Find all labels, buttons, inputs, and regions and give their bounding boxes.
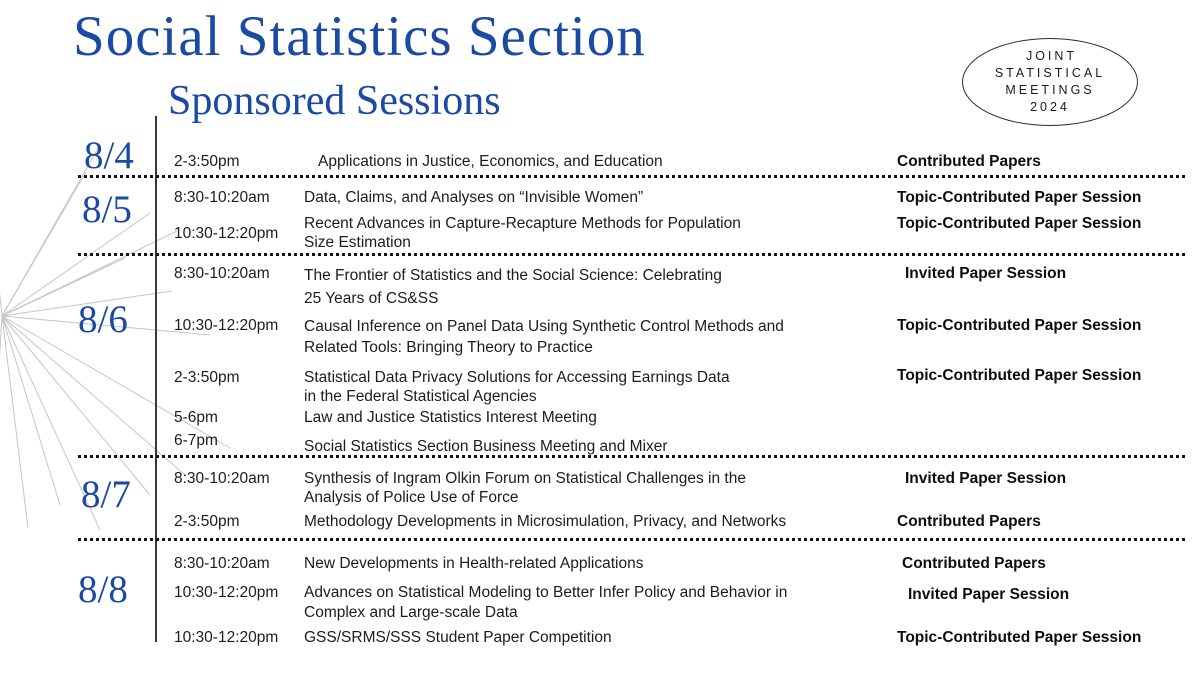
session-title: New Developments in Health-related Appli… bbox=[304, 555, 644, 572]
session-title: Law and Justice Statistics Interest Meet… bbox=[304, 409, 597, 426]
session-title: Applications in Justice, Economics, and … bbox=[318, 153, 663, 170]
session-title: Recent Advances in Capture-Recapture Met… bbox=[304, 215, 741, 251]
vertical-divider bbox=[155, 116, 157, 642]
session-title: Social Statistics Section Business Meeti… bbox=[304, 438, 668, 455]
session-time: 2-3:50pm bbox=[174, 369, 240, 386]
session-type: Contributed Papers bbox=[897, 513, 1041, 530]
session-type: Topic-Contributed Paper Session bbox=[897, 215, 1142, 232]
session-title: Statistical Data Privacy Solutions for A… bbox=[304, 369, 730, 405]
session-title: Advances on Statistical Modeling to Bett… bbox=[304, 584, 788, 621]
session-title: Data, Claims, and Analyses on “Invisible… bbox=[304, 189, 644, 206]
session-time: 2-3:50pm bbox=[174, 513, 240, 530]
jsm-oval-logo: JOINT STATISTICAL MEETINGS 2024 bbox=[962, 38, 1138, 126]
session-time: 8:30-10:20am bbox=[174, 470, 270, 487]
date-label-8-7: 8/7 bbox=[81, 473, 131, 516]
session-time: 8:30-10:20am bbox=[174, 265, 270, 282]
date-label-8-8: 8/8 bbox=[78, 568, 128, 611]
session-time: 2-3:50pm bbox=[174, 153, 240, 170]
session-title: Synthesis of Ingram Olkin Forum on Stati… bbox=[304, 470, 746, 506]
session-type: Invited Paper Session bbox=[908, 586, 1070, 603]
session-title: Methodology Developments in Microsimulat… bbox=[304, 513, 787, 530]
session-type: Topic-Contributed Paper Session bbox=[897, 189, 1142, 206]
separator-dotted bbox=[78, 175, 1188, 178]
date-label-8-4: 8/4 bbox=[84, 134, 134, 177]
session-title: The Frontier of Statistics and the Socia… bbox=[304, 267, 722, 307]
session-type: Invited Paper Session bbox=[905, 470, 1067, 487]
session-time: 8:30-10:20am bbox=[174, 189, 270, 206]
page-subtitle: Sponsored Sessions bbox=[168, 78, 501, 124]
session-time: 6-7pm bbox=[174, 432, 218, 449]
session-time: 5-6pm bbox=[174, 409, 218, 426]
separator-dotted bbox=[78, 538, 1188, 541]
separator-dotted bbox=[78, 455, 1188, 458]
session-time: 10:30-12:20pm bbox=[174, 629, 279, 646]
session-time: 8:30-10:20am bbox=[174, 555, 270, 572]
page-title: Social Statistics Section bbox=[73, 5, 646, 68]
session-title: GSS/SRMS/SSS Student Paper Competition bbox=[304, 629, 612, 646]
session-type: Contributed Papers bbox=[897, 153, 1041, 170]
session-type: Topic-Contributed Paper Session bbox=[897, 367, 1142, 384]
session-type: Contributed Papers bbox=[902, 555, 1046, 572]
session-type: Topic-Contributed Paper Session bbox=[897, 317, 1142, 334]
separator-dotted bbox=[78, 253, 1188, 256]
session-title: Causal Inference on Panel Data Using Syn… bbox=[304, 318, 784, 356]
session-type: Topic-Contributed Paper Session bbox=[897, 629, 1142, 646]
session-time: 10:30-12:20pm bbox=[174, 317, 279, 334]
date-label-8-5: 8/5 bbox=[82, 188, 132, 231]
session-time: 10:30-12:20pm bbox=[174, 225, 279, 242]
session-type: Invited Paper Session bbox=[905, 265, 1067, 282]
session-time: 10:30-12:20pm bbox=[174, 584, 279, 601]
date-label-8-6: 8/6 bbox=[78, 298, 128, 341]
